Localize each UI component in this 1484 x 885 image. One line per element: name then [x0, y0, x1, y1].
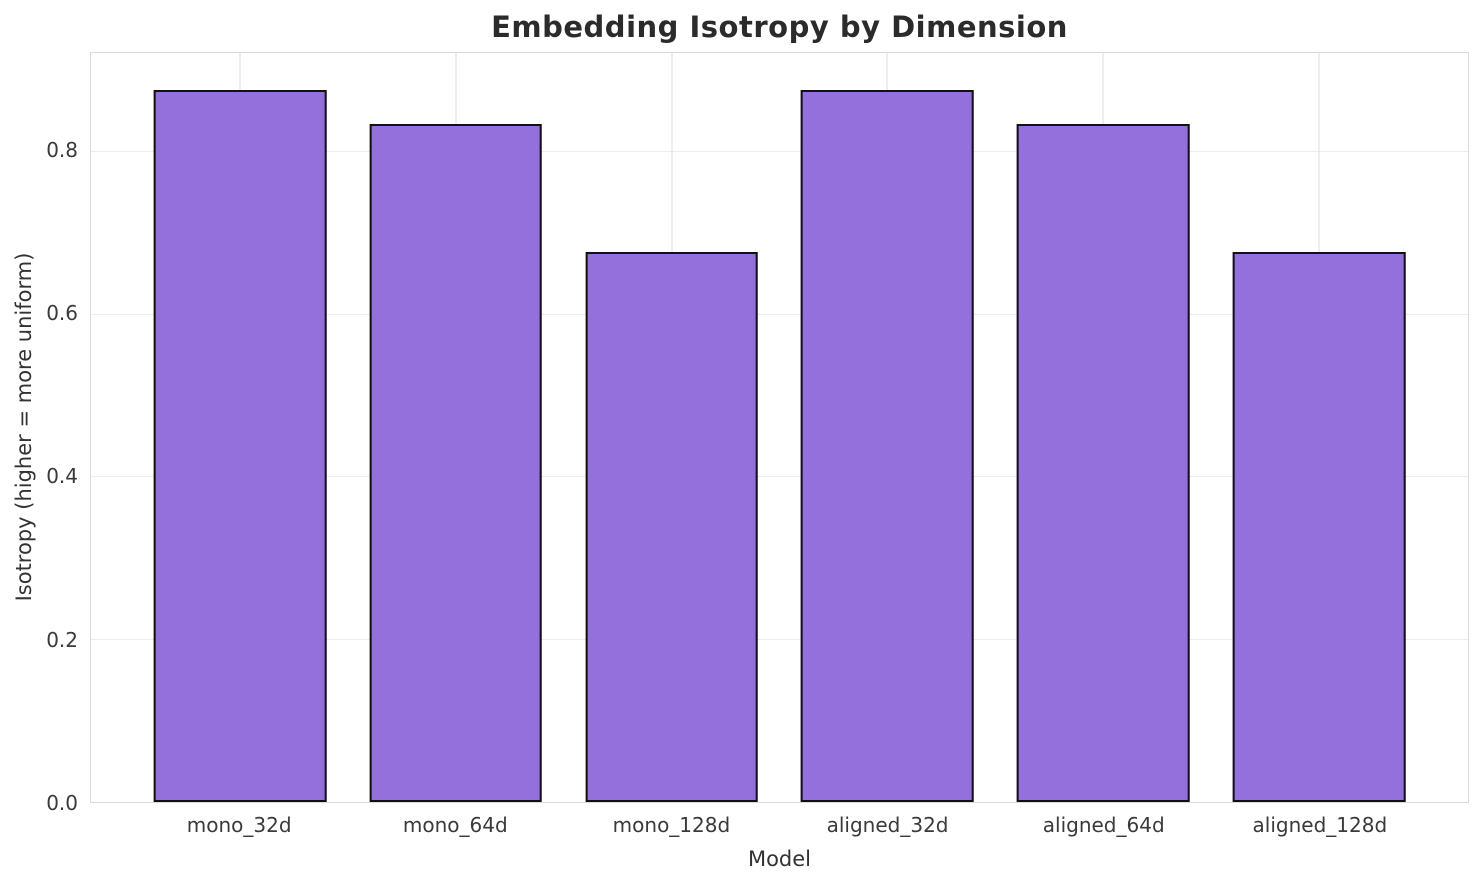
- y-tick-label-0.0: 0.0: [46, 791, 78, 815]
- bar-aligned_32d: [801, 89, 974, 802]
- chart-title: Embedding Isotropy by Dimension: [491, 10, 1068, 44]
- h-gridline: [91, 150, 1468, 152]
- bar-aligned_64d: [1016, 123, 1190, 802]
- x-axis-label: Model: [747, 847, 812, 871]
- bar-mono_32d: [153, 89, 327, 802]
- x-tick-label-mono_128d: mono_128d: [612, 813, 731, 837]
- bar-mono_64d: [369, 123, 543, 802]
- x-tick-label-aligned_128d: aligned_128d: [1252, 813, 1388, 837]
- x-tick-label-aligned_32d: aligned_32d: [826, 813, 949, 837]
- y-axis-label: Isotropy (higher = more uniform): [12, 252, 36, 602]
- h-gridline: [91, 639, 1468, 641]
- x-tick-label-aligned_64d: aligned_64d: [1042, 813, 1165, 837]
- bar-aligned_128d: [1232, 251, 1406, 802]
- h-gridline: [91, 313, 1468, 315]
- y-tick-label-0.4: 0.4: [46, 464, 78, 489]
- x-tick-label-mono_32d: mono_32d: [186, 813, 292, 837]
- x-tick-label-mono_64d: mono_64d: [402, 813, 508, 837]
- y-tick-label-0.2: 0.2: [46, 627, 78, 652]
- bar-mono_128d: [585, 251, 758, 802]
- y-tick-label-0.8: 0.8: [46, 137, 78, 162]
- plot-area: [90, 52, 1469, 803]
- y-tick-label-0.6: 0.6: [46, 301, 78, 326]
- h-gridline: [91, 476, 1468, 478]
